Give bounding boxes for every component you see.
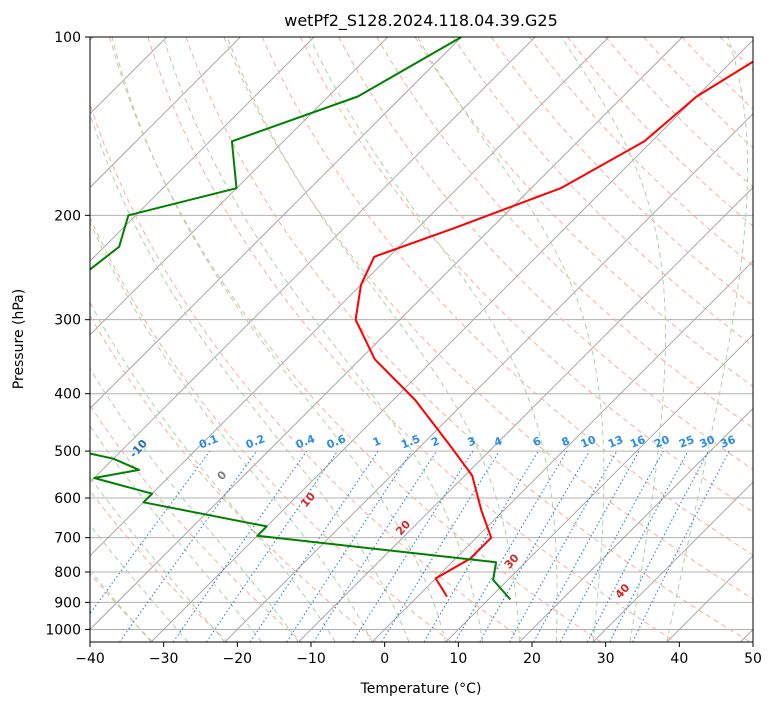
x-tick-label: 40	[670, 651, 688, 667]
temperature-profile-line	[354, 60, 753, 598]
dry-adiabat-line	[338, 37, 753, 471]
y-axis-ticks: 100 200 300 400 500 600 700 800 900 1000	[45, 30, 90, 638]
moist-adiabat-line	[90, 569, 152, 642]
mixing-ratio-label: 30	[698, 433, 717, 451]
x-axis-label: Temperature (°C)	[360, 681, 482, 697]
x-tick-label: −30	[149, 651, 179, 667]
dry-adiabat-line	[223, 37, 753, 600]
dry-adiabat-line	[185, 37, 751, 642]
isotherm-line	[592, 481, 753, 642]
x-tick-label: 0	[380, 651, 389, 667]
mixing-ratio-line	[172, 450, 308, 642]
isotherm-line	[445, 334, 753, 642]
mixing-ratio-line	[249, 450, 379, 642]
mixing-ratio-label: 3	[466, 434, 478, 449]
dry-adiabat-line	[90, 314, 378, 642]
isobar-gridlines	[90, 37, 753, 630]
moist-adiabat-line	[90, 476, 226, 642]
isotherm-line	[519, 407, 753, 642]
mixing-ratio-line	[509, 450, 618, 642]
x-tick-label: −20	[223, 651, 253, 667]
moist-adiabat-line	[111, 37, 447, 642]
moist-adiabat-line	[416, 37, 605, 642]
isotherm-line	[224, 113, 753, 642]
dry-adiabat-line	[90, 404, 303, 642]
isotherm-line	[90, 37, 389, 336]
isotherm-line	[298, 186, 753, 642]
dry-adiabat-line	[109, 37, 602, 642]
y-tick-label: 900	[54, 595, 81, 611]
mixing-ratio-line	[559, 450, 664, 642]
x-tick-label: 20	[523, 651, 541, 667]
mixing-ratio-line	[533, 450, 640, 642]
mixing-ratio-label: 25	[677, 433, 696, 451]
mixing-ratio-line	[313, 450, 438, 642]
moist-adiabat-line	[90, 424, 262, 642]
y-tick-label: 1000	[45, 622, 81, 638]
moist-adiabat-line	[162, 37, 484, 642]
isotherm-line	[90, 37, 536, 483]
y-tick-label: 800	[54, 565, 81, 581]
x-axis-ticks: −40 −30 −20 −10 0 10 20 30 40 50	[75, 642, 762, 667]
moist-adiabat-line	[560, 37, 666, 642]
dry-adiabat-line	[90, 572, 154, 642]
x-tick-label: −10	[296, 651, 326, 667]
mixing-ratio-label: 10	[579, 433, 598, 451]
sounding-profiles	[90, 37, 753, 601]
dry-adiabat-line	[90, 102, 527, 642]
isotherm-line	[90, 37, 241, 189]
y-tick-label: 600	[54, 491, 81, 507]
moist-adiabats	[90, 37, 749, 642]
mixing-ratio-label: 2	[429, 434, 441, 449]
y-tick-label: 300	[54, 313, 81, 329]
mixing-ratio-line	[205, 450, 338, 642]
moist-adiabat-line	[308, 37, 558, 642]
mixing-ratio-line	[352, 450, 474, 642]
x-tick-label: −40	[75, 651, 105, 667]
dewpoint-profile-line	[90, 37, 512, 601]
y-tick-label: 400	[54, 387, 81, 403]
dry-adiabat-line	[299, 37, 753, 513]
mixing-ratio-lines	[90, 450, 730, 642]
isotherm-line	[90, 37, 462, 410]
isotherm-line	[371, 260, 753, 642]
mixing-ratio-line	[381, 450, 500, 642]
plot-frame	[89, 36, 754, 643]
mixing-ratio-label: 8	[560, 434, 572, 449]
mixing-ratio-label: 20	[652, 433, 671, 451]
mixing-ratio-label: 36	[718, 433, 737, 451]
mixing-ratio-line	[119, 450, 258, 642]
y-tick-label: 100	[54, 30, 81, 46]
dry-adiabat-line	[90, 216, 452, 642]
x-tick-label: 10	[449, 651, 467, 667]
mixing-ratio-line	[632, 450, 730, 642]
isotherm-line	[90, 37, 610, 557]
mixing-ratio-line	[286, 450, 413, 642]
moist-adiabat-line	[90, 220, 373, 642]
y-tick-label: 500	[54, 444, 81, 460]
moist-adiabat-line	[90, 367, 299, 642]
dry-adiabat-line	[490, 37, 753, 307]
x-tick-label: 30	[597, 651, 615, 667]
dry-adiabats	[90, 37, 753, 642]
y-tick-label: 200	[54, 208, 81, 224]
mixing-ratio-label: 1	[371, 434, 383, 449]
mixing-ratio-label: 16	[628, 433, 647, 451]
moist-adiabat-line	[226, 37, 520, 642]
chart-title: wetPf2_S128.2024.118.04.39.G25	[284, 11, 558, 31]
mixing-ratio-line	[90, 450, 211, 615]
moist-adiabat-line	[90, 112, 410, 642]
x-tick-label: 50	[744, 651, 762, 667]
isotherm-line	[90, 37, 315, 262]
y-axis-label: Pressure (hPa)	[11, 289, 27, 389]
mixing-ratio-label: 13	[606, 433, 625, 451]
isotherm-line	[150, 39, 753, 642]
y-tick-label: 700	[54, 531, 81, 547]
moist-adiabat-line	[90, 524, 189, 642]
